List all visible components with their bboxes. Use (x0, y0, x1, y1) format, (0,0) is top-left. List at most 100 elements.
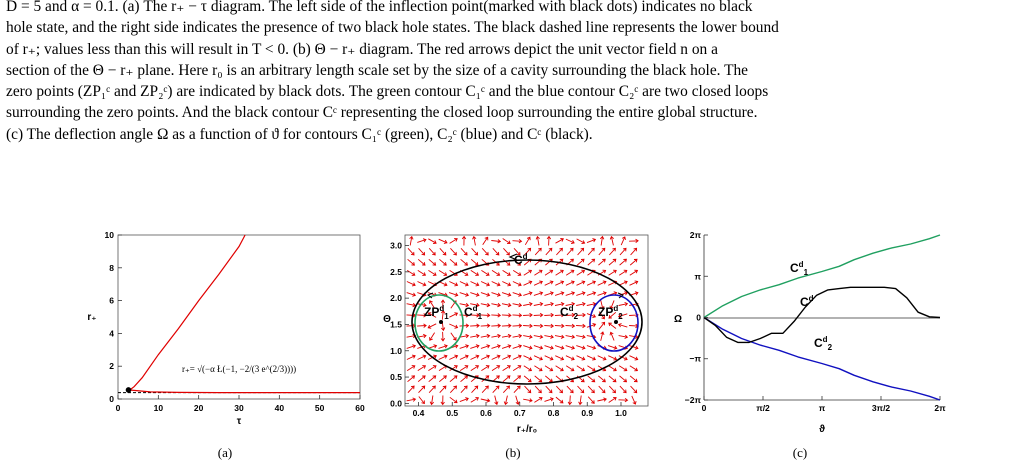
vector-arrow (417, 365, 427, 371)
panel-a-plot: 0 10 20 30 40 50 60 0 2 4 6 8 10 τ r₊ r₊= √(−α Ł(−1,… (87, 230, 365, 460)
vector-arrow (502, 385, 511, 394)
vector-arrow (449, 258, 458, 266)
vector-arrow (470, 313, 480, 318)
x-tick-label: 0.8 (548, 408, 560, 418)
vector-arrow (533, 301, 544, 307)
vector-arrow (472, 235, 477, 246)
vector-arrow (523, 269, 533, 276)
vector-arrow (554, 345, 565, 350)
label-cd: Cd (514, 252, 528, 267)
panel-b-label: (b) (505, 445, 520, 460)
y-tick-label: 2.0 (390, 293, 402, 303)
vector-arrow (544, 323, 555, 329)
vector-arrow (406, 281, 416, 287)
caption-line: section of the Θ − r₊ plane. Here r₀ is … (6, 61, 749, 79)
vector-arrow (565, 301, 576, 307)
vector-arrow (482, 236, 489, 245)
vector-arrow (617, 313, 628, 318)
vector-arrow (620, 236, 626, 246)
vector-arrow (502, 375, 511, 383)
vector-arrow (586, 322, 597, 328)
vector-arrow (470, 365, 480, 371)
vector-arrow (565, 238, 575, 244)
vector-arrow (418, 247, 426, 256)
vector-arrow (460, 258, 468, 266)
zero-point-zp1-dot (439, 320, 443, 324)
blue-contour-c2 (589, 294, 639, 352)
vector-arrow (406, 292, 417, 297)
vector-arrow (544, 345, 554, 350)
vector-arrow (503, 247, 510, 256)
zero-point-zp2-dot (614, 320, 618, 324)
vector-arrow (439, 375, 447, 383)
y-tick-label: 4 (109, 328, 114, 338)
vector-arrow (629, 269, 639, 276)
global-contour-cd (411, 259, 643, 385)
vector-arrow (556, 247, 563, 256)
y-tick-label: 6 (109, 296, 114, 306)
vector-arrow (418, 396, 425, 405)
vector-arrow (417, 281, 427, 287)
vector-arrow (565, 312, 576, 318)
vector-arrow (565, 280, 575, 286)
vector-arrow (418, 385, 426, 394)
vector-arrow (567, 395, 573, 406)
vector-arrow (523, 291, 533, 296)
vector-arrow (417, 258, 426, 266)
vector-arrow (544, 334, 554, 339)
vector-arrow (598, 375, 606, 383)
vector-arrow (554, 291, 565, 296)
vector-arrow (471, 385, 479, 394)
vector-arrow (608, 396, 617, 403)
vector-arrow (407, 375, 416, 383)
label-zp1: ZPd1 (424, 304, 449, 321)
vector-arrow (555, 365, 564, 372)
vector-arrow (565, 345, 576, 350)
vector-arrow (459, 333, 470, 339)
vector-arrow (524, 247, 532, 256)
vector-arrow (565, 291, 576, 296)
vector-arrow (449, 375, 458, 383)
vector-arrow (491, 333, 501, 339)
vector-arrow (502, 281, 512, 287)
vector-arrow (417, 323, 427, 328)
caption-line: zero points (ZP₁ᶜ and ZP₂ᶜ) are indicate… (6, 83, 769, 101)
vector-arrow (501, 313, 512, 318)
vector-arrow (501, 302, 512, 308)
vector-arrow (576, 238, 586, 244)
vector-arrow (597, 280, 607, 286)
vector-arrow (492, 385, 500, 394)
vector-arrow (512, 344, 523, 349)
vector-arrow (480, 333, 491, 339)
x-tick-label: 60 (355, 403, 365, 413)
vector-arrow (630, 247, 638, 256)
inflection-point-dot (125, 387, 132, 393)
vector-arrow (629, 280, 639, 286)
panel-a-frame (117, 234, 361, 400)
vector-arrow (618, 334, 629, 339)
vector-arrow (576, 312, 586, 318)
vector-arrow (440, 299, 446, 310)
vector-arrow (545, 385, 553, 394)
vector-arrow (512, 313, 523, 318)
vector-arrow (470, 323, 480, 328)
vector-arrow (406, 365, 416, 371)
vector-arrow (523, 375, 532, 383)
panel-c-label: (c) (793, 445, 807, 460)
caption-line: D = 5 and α = 0.1. (a) The r₊ − τ diagra… (6, 0, 753, 15)
vector-arrow (492, 247, 500, 256)
vector-arrow (470, 333, 480, 339)
x-tick-label: 10 (154, 403, 164, 413)
vector-arrow (459, 302, 470, 308)
vector-arrow (576, 280, 586, 286)
vector-arrow (491, 354, 501, 360)
vector-arrow (608, 311, 617, 319)
vector-arrow (598, 311, 605, 320)
vector-arrow (438, 238, 448, 244)
vector-arrow (470, 281, 480, 287)
vector-arrow (407, 247, 415, 256)
y-tick-label: 3.0 (390, 241, 402, 251)
vector-arrow (501, 323, 512, 328)
x-tick-label: 0.7 (514, 408, 526, 418)
y-tick-label: π (694, 271, 701, 281)
